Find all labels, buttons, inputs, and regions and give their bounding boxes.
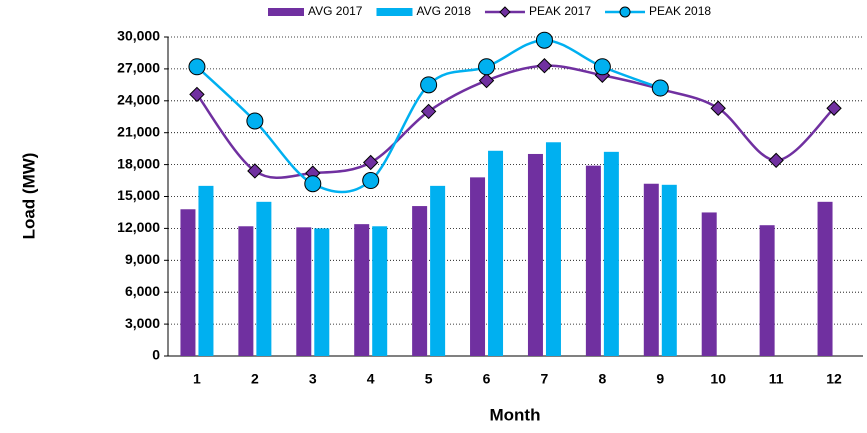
y-axis-label: Load (MW) <box>19 153 38 240</box>
marker <box>826 100 842 116</box>
bar <box>372 226 388 356</box>
bar <box>314 228 330 356</box>
marker <box>420 76 438 94</box>
legend-swatch <box>376 8 413 16</box>
bar <box>238 226 254 356</box>
y-tick-label: 6,000 <box>125 283 160 299</box>
bar <box>180 209 196 356</box>
y-tick-label: 27,000 <box>117 60 160 76</box>
x-tick-label: 6 <box>483 371 491 387</box>
bar <box>354 224 370 356</box>
y-tick-label: 18,000 <box>117 155 160 171</box>
marker <box>363 154 379 171</box>
x-tick-label: 4 <box>367 371 375 387</box>
marker <box>619 6 631 18</box>
bar <box>759 225 775 356</box>
marker <box>535 31 553 49</box>
legend-swatch <box>268 8 304 16</box>
marker <box>499 6 511 18</box>
x-tick-label: 12 <box>826 371 842 387</box>
x-tick-label: 8 <box>598 371 606 387</box>
bar <box>256 201 272 356</box>
x-tick-label: 3 <box>309 371 317 387</box>
y-tick-label: 0 <box>152 347 160 363</box>
y-tick-label: 3,000 <box>125 315 160 331</box>
x-axis-label: Month <box>490 405 541 424</box>
marker <box>420 103 437 120</box>
bar <box>585 165 601 356</box>
y-tick-label: 24,000 <box>117 92 160 108</box>
x-tick-label: 5 <box>425 371 433 387</box>
marker <box>362 172 380 190</box>
x-tick-label: 7 <box>541 371 549 387</box>
bar <box>412 206 428 356</box>
bar <box>661 184 677 356</box>
legend-label: PEAK 2017 <box>529 4 591 18</box>
x-tick-label: 11 <box>769 371 784 387</box>
bar <box>470 177 486 356</box>
x-tick-label: 1 <box>193 371 201 387</box>
x-tick-label: 9 <box>656 371 664 387</box>
y-tick-label: 9,000 <box>125 251 160 267</box>
bar <box>296 227 312 356</box>
bar <box>603 151 619 356</box>
bar <box>817 201 833 356</box>
legend-label: AVG 2018 <box>416 4 471 18</box>
bar <box>527 153 543 356</box>
x-tick-label: 2 <box>251 371 259 387</box>
marker <box>651 79 669 97</box>
x-tick-label: 10 <box>710 371 726 387</box>
marker <box>246 112 264 130</box>
y-tick-label: 21,000 <box>117 123 160 139</box>
marker <box>189 86 205 103</box>
marker <box>304 175 322 193</box>
bar <box>430 185 446 356</box>
marker <box>768 152 784 169</box>
bar <box>488 150 504 356</box>
marker <box>188 58 206 76</box>
y-tick-label: 12,000 <box>117 219 160 235</box>
legend-label: AVG 2017 <box>308 4 363 18</box>
y-tick-label: 30,000 <box>117 28 160 44</box>
marker <box>478 72 495 89</box>
marker <box>593 58 611 76</box>
marker <box>536 58 553 74</box>
marker <box>478 58 496 76</box>
bar <box>643 183 659 356</box>
bar <box>198 185 214 356</box>
line <box>195 64 835 179</box>
bar <box>545 142 561 356</box>
y-tick-label: 15,000 <box>117 187 160 203</box>
marker <box>710 100 726 116</box>
bar <box>701 212 717 356</box>
legend-label: PEAK 2018 <box>649 4 711 18</box>
marker <box>247 163 263 179</box>
